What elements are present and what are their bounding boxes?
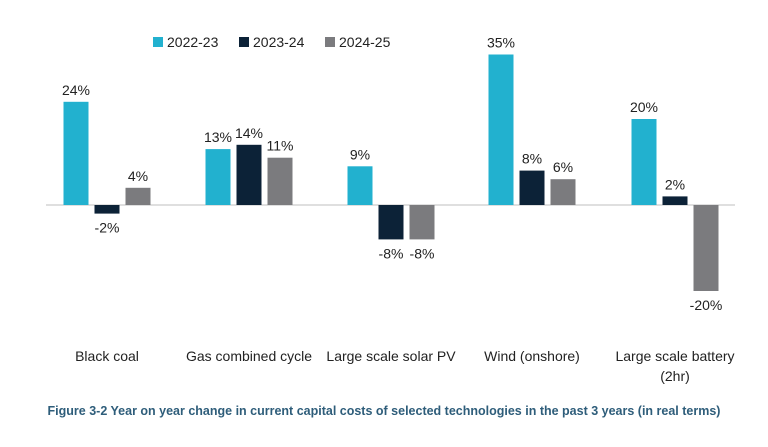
legend-swatch-2022-23 [153,37,163,47]
value-label-2022-23-1: 13% [204,129,232,145]
legend-label-2022-23: 2022-23 [167,34,219,50]
bar-2022-23-2 [347,166,373,205]
bar-2023-24-2 [378,205,404,240]
value-label-2023-24-2: -8% [379,245,404,261]
value-label-2024-25-0: 4% [128,168,148,184]
category-label-2: Large scale solar PV [326,348,456,364]
bar-2024-25-3 [550,179,576,205]
bar-2023-24-0 [94,205,120,214]
value-label-2024-25-3: 6% [553,159,573,175]
bar-2024-25-1 [267,157,293,205]
value-label-2024-25-1: 11% [267,138,294,154]
value-label-2024-25-2: -8% [410,245,435,261]
bar-2022-23-3 [488,54,514,205]
value-label-2022-23-4: 20% [630,99,658,115]
bar-2024-25-2 [409,205,435,240]
category-label-4-line-1: (2hr) [660,368,690,384]
value-label-2024-25-4: -20% [690,297,723,313]
bar-2024-25-4 [693,205,719,291]
bar-2023-24-3 [519,170,545,205]
chart-legend: 2022-23 2023-24 2024-25 [153,34,391,50]
value-label-2023-24-1: 14% [235,125,263,141]
bar-2022-23-1 [205,149,231,205]
legend-swatch-2023-24 [239,37,249,47]
value-label-2023-24-3: 8% [522,151,542,167]
chart-bars [63,54,719,291]
chart-category-labels: Black coal Gas combined cycle Large scale … [75,348,734,384]
legend-label-2024-25: 2024-25 [339,34,391,50]
value-label-2022-23-2: 9% [350,146,370,162]
category-label-3: Wind (onshore) [484,348,580,364]
category-label-1: Gas combined cycle [186,348,312,364]
value-label-2023-24-0: -2% [95,220,120,236]
value-label-2022-23-0: 24% [62,82,90,98]
legend-swatch-2024-25 [325,37,335,47]
chart-value-labels: 24% -2% 4% 13% 14%11% 9% -8% -8% 35% 8% 6% 20% 2% -20… [62,35,722,314]
value-label-2022-23-3: 35% [487,35,515,51]
bar-2022-23-4 [631,119,657,205]
bar-2023-24-1 [236,144,262,205]
bar-2022-23-0 [63,101,89,205]
legend-label-2023-24: 2023-24 [253,34,305,50]
category-label-4-line-0: Large scale battery [615,348,734,364]
value-label-2023-24-4: 2% [665,176,685,192]
bar-2024-25-0 [125,187,151,205]
category-label-0: Black coal [75,348,139,364]
figure-caption: Figure 3-2 Year on year change in curren… [47,404,721,418]
bar-2023-24-4 [662,196,688,205]
